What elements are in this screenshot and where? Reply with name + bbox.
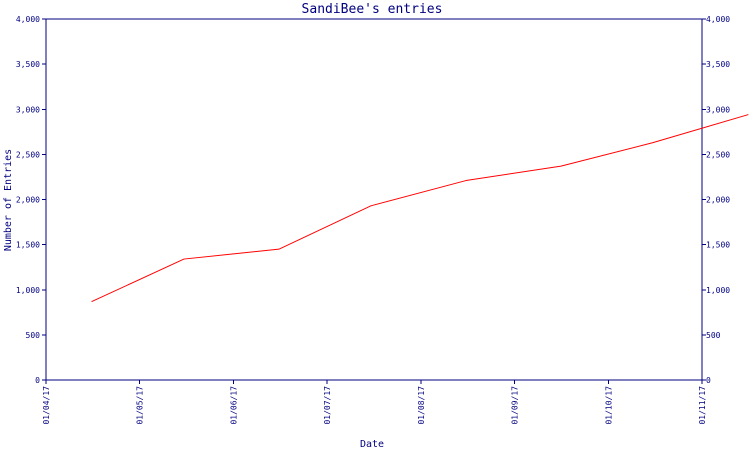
x-tick-label: 01/10/17 bbox=[604, 386, 613, 425]
x-tick-label: 01/09/17 bbox=[511, 386, 520, 425]
x-tick-label: 01/07/17 bbox=[323, 386, 332, 425]
y-axis-left: 0 500 1,000 1,500 2,000 2,500 3,000 3,500 4,000 bbox=[16, 15, 46, 385]
y-tick-label-right: 4,000 bbox=[706, 15, 730, 24]
series-layer bbox=[91, 114, 749, 302]
y-tick-label-right: 2,000 bbox=[706, 196, 730, 205]
y-tick-label-left: 1,000 bbox=[16, 286, 40, 295]
x-tick-label: 01/04/17 bbox=[42, 386, 51, 425]
y-tick-label-left: 2,500 bbox=[16, 150, 40, 159]
x-axis: 01/04/17 01/05/17 01/06/17 01/07/17 01/08/17… bbox=[42, 380, 707, 425]
plot-frame bbox=[45, 18, 703, 381]
y-axis-right: 0 500 1,000 1,500 2,000 2,500 3,000 3,500 4,000 bbox=[702, 15, 730, 385]
x-axis-label: Date bbox=[360, 439, 384, 450]
y-tick-label-right: 1,500 bbox=[706, 241, 730, 250]
plot-border bbox=[45, 18, 703, 381]
x-tick-label: 01/08/17 bbox=[417, 386, 426, 425]
y-tick-label-right: 500 bbox=[706, 331, 721, 340]
y-tick-label-right: 1,000 bbox=[706, 286, 730, 295]
x-tick-label: 01/11/17 bbox=[698, 386, 707, 425]
chart-title: SandiBee's entries bbox=[302, 2, 443, 17]
y-axis-label: Number of Entries bbox=[3, 149, 14, 251]
x-tick-label: 01/05/17 bbox=[136, 386, 145, 425]
y-tick-label-left: 3,500 bbox=[16, 60, 40, 69]
y-tick-label-left: 3,000 bbox=[16, 105, 40, 114]
y-tick-label-right: 0 bbox=[706, 376, 711, 385]
y-tick-label-right: 3,000 bbox=[706, 105, 730, 114]
series-line bbox=[91, 114, 749, 302]
y-tick-label-left: 0 bbox=[35, 376, 40, 385]
y-tick-label-left: 4,000 bbox=[16, 15, 40, 24]
y-tick-label-right: 2,500 bbox=[706, 150, 730, 159]
y-tick-label-left: 500 bbox=[26, 331, 41, 340]
y-tick-label-left: 1,500 bbox=[16, 241, 40, 250]
y-tick-label-left: 2,000 bbox=[16, 196, 40, 205]
x-tick-label: 01/06/17 bbox=[229, 386, 238, 425]
y-tick-label-right: 3,500 bbox=[706, 60, 730, 69]
